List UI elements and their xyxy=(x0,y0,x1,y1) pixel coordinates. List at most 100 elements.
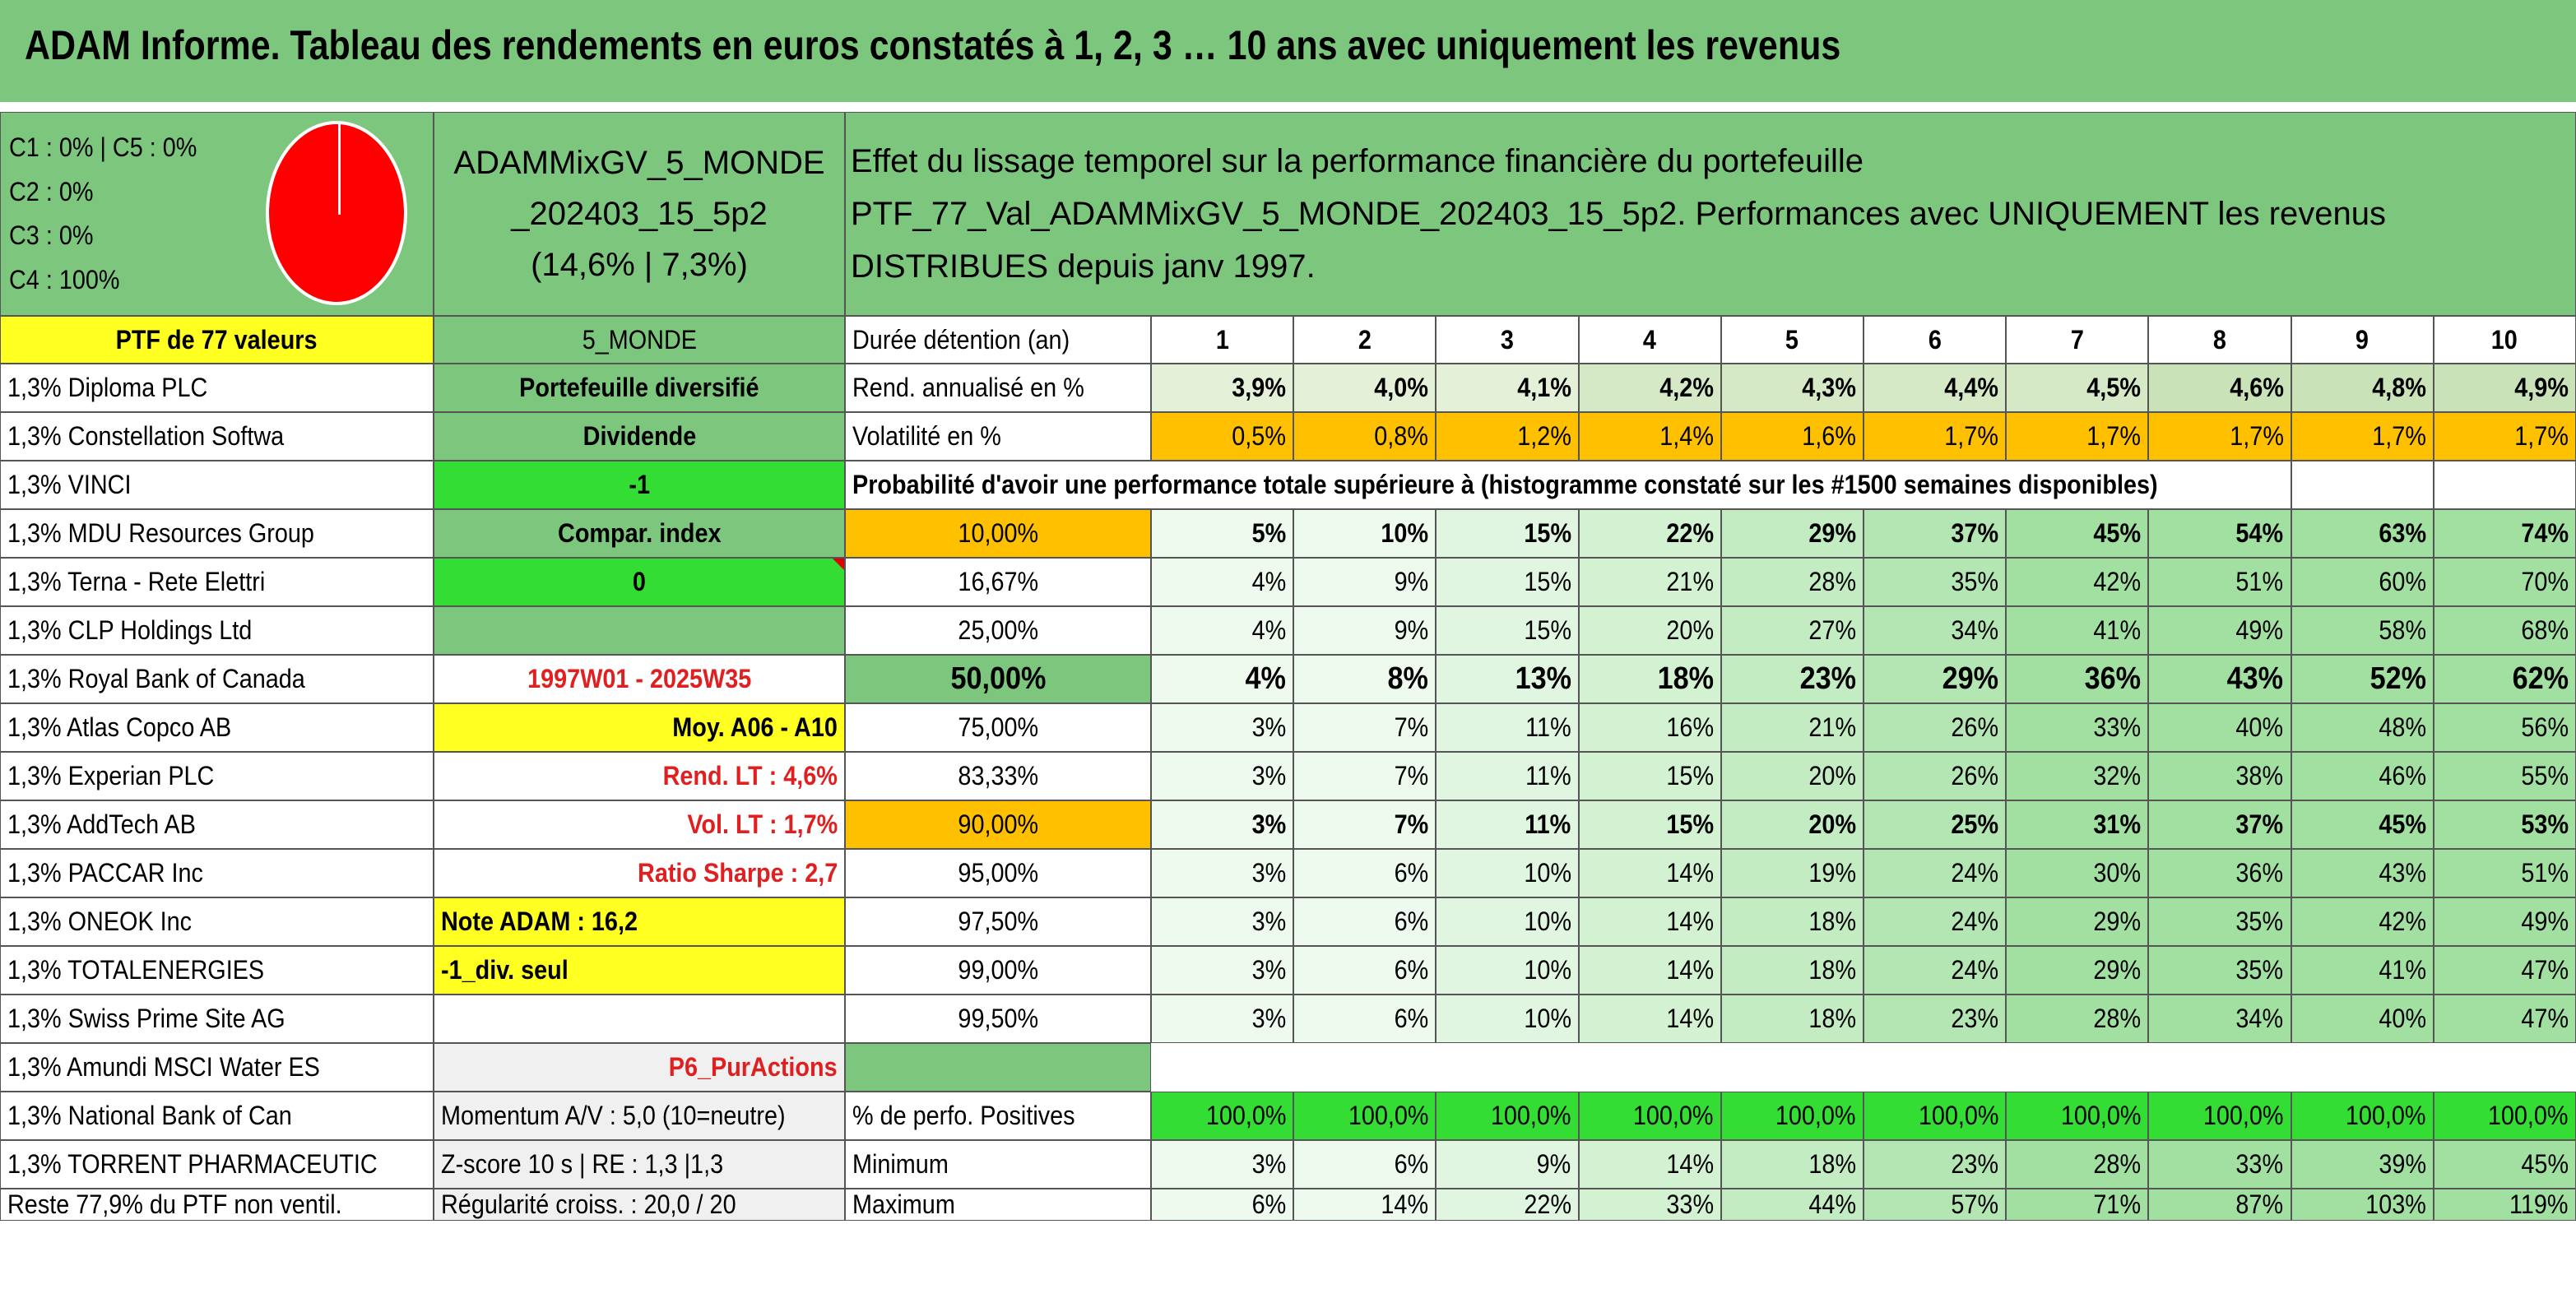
vol-value-text: 1,7% xyxy=(2514,421,2569,451)
prob-value: 24% xyxy=(1863,946,2007,995)
prob-value: 30% xyxy=(2006,849,2149,897)
side-info-cell-text: 0 xyxy=(632,567,647,596)
max-value: 103% xyxy=(2291,1189,2434,1221)
pos-value: 100,0% xyxy=(1863,1092,2007,1140)
prob-value: 33% xyxy=(2006,703,2149,752)
side-info-cell[interactable]: Momentum A/V : 5,0 (10=neutre) xyxy=(434,1092,845,1140)
side-info-cell[interactable]: Dividende xyxy=(434,412,845,461)
holding-item[interactable]: 1,3% TORRENT PHARMACEUTIC xyxy=(0,1140,434,1189)
prob-value: 42% xyxy=(2291,897,2434,946)
prob-value-text: 14% xyxy=(1666,955,1714,985)
prob-threshold-text: 16,67% xyxy=(958,567,1038,596)
prob-threshold-text: 50,00% xyxy=(949,661,1046,696)
prob-value: 40% xyxy=(2148,703,2291,752)
prob-value-text: 15% xyxy=(1523,615,1571,645)
holding-item[interactable]: 1,3% Constellation Softwa xyxy=(0,412,434,461)
side-info-cell[interactable]: 1997W01 - 2025W35 xyxy=(434,655,845,703)
side-info-cell[interactable]: -1_div. seul xyxy=(434,946,845,995)
side-info-cell[interactable]: Z-score 10 s | RE : 1,3 |1,3 xyxy=(434,1140,845,1189)
prob-value: 16% xyxy=(1578,703,1721,752)
prob-value: 9% xyxy=(1293,558,1437,606)
side-info-cell[interactable]: Note ADAM : 16,2 xyxy=(434,897,845,946)
prob-value-text: 25% xyxy=(1951,809,1999,839)
prob-value-text: 33% xyxy=(2093,712,2142,742)
holding-item[interactable]: 1,3% Diploma PLC xyxy=(0,364,434,412)
side-info-cell[interactable]: Rend. LT : 4,6% xyxy=(434,752,845,800)
holding-item[interactable]: 1,3% PACCAR Inc xyxy=(0,849,434,897)
max-value-text: 103% xyxy=(2365,1189,2426,1219)
holding-item[interactable]: 1,3% Experian PLC xyxy=(0,752,434,800)
description-cell[interactable]: Effet du lissage temporel sur la perform… xyxy=(845,112,2576,316)
vol-value: 1,7% xyxy=(2148,412,2291,461)
holding-item[interactable]: 1,3% Atlas Copco AB xyxy=(0,703,434,752)
prob-value-text: 9% xyxy=(1394,567,1429,596)
holding-item[interactable]: 1,3% ONEOK Inc xyxy=(0,897,434,946)
side-info-cell-text: -1 xyxy=(629,470,650,499)
side-info-cell[interactable]: P6_PurActions xyxy=(434,1043,845,1092)
side-info-cell[interactable]: Moy. A06 - A10 xyxy=(434,703,845,752)
prob-value: 24% xyxy=(1863,849,2007,897)
prob-value: 6% xyxy=(1293,946,1437,995)
prob-threshold: 25,00% xyxy=(845,606,1151,655)
prob-value: 7% xyxy=(1293,703,1437,752)
prob-value: 35% xyxy=(1863,558,2007,606)
prob-value-text: 10% xyxy=(1381,518,1429,548)
prob-value: 36% xyxy=(2148,849,2291,897)
prob-value: 29% xyxy=(2006,897,2149,946)
holding-item[interactable]: 1,3% Terna - Rete Elettri xyxy=(0,558,434,606)
max-value-text: 33% xyxy=(1666,1189,1714,1219)
holding-item[interactable]: 1,3% Amundi MSCI Water ES xyxy=(0,1043,434,1092)
prob-value-text: 10% xyxy=(1523,1004,1571,1033)
min-value-text: 23% xyxy=(1951,1149,1999,1179)
rend-value: 4,4% xyxy=(1863,364,2007,412)
prob-value-text: 9% xyxy=(1394,615,1429,645)
prob-value: 11% xyxy=(1436,703,1579,752)
prob-value: 7% xyxy=(1293,752,1437,800)
min-value: 45% xyxy=(2433,1140,2576,1189)
prob-threshold-text: 90,00% xyxy=(958,809,1038,839)
holding-item[interactable]: 1,3% CLP Holdings Ltd xyxy=(0,606,434,655)
prob-threshold-text: 97,50% xyxy=(958,906,1038,936)
prob-value-text: 3% xyxy=(1251,809,1287,839)
side-info-cell[interactable]: -1 xyxy=(434,461,845,509)
holding-item-text: 1,3% ONEOK Inc xyxy=(7,906,193,936)
prob-value-text: 4% xyxy=(1251,615,1287,645)
holding-item[interactable]: 1,3% AddTech AB xyxy=(0,800,434,849)
holding-item[interactable]: 1,3% MDU Resources Group xyxy=(0,509,434,558)
pos-value: 100,0% xyxy=(2291,1092,2434,1140)
holding-item[interactable]: 1,3% National Bank of Can xyxy=(0,1092,434,1140)
side-info-cell[interactable]: Ratio Sharpe : 2,7 xyxy=(434,849,845,897)
prob-value: 68% xyxy=(2433,606,2576,655)
pos-value: 100,0% xyxy=(1436,1092,1579,1140)
year-header: 8 xyxy=(2148,316,2291,364)
prob-value-text: 43% xyxy=(2379,858,2426,888)
side-info-cell[interactable]: Portefeuille diversifié xyxy=(434,364,845,412)
min-value-text: 6% xyxy=(1394,1149,1429,1179)
holding-item[interactable]: Reste 77,9% du PTF non ventil. xyxy=(0,1189,434,1221)
max-value: 44% xyxy=(1720,1189,1864,1221)
prob-value: 11% xyxy=(1436,800,1579,849)
holding-item[interactable]: 1,3% TOTALENERGIES xyxy=(0,946,434,995)
holding-item[interactable]: 1,3% VINCI xyxy=(0,461,434,509)
prob-value: 14% xyxy=(1578,897,1721,946)
side-info-cell[interactable]: Vol. LT : 1,7% xyxy=(434,800,845,849)
prob-value: 23% xyxy=(1720,655,1864,703)
holding-item[interactable]: 1,3% Swiss Prime Site AG xyxy=(0,995,434,1043)
year-header: 9 xyxy=(2291,316,2434,364)
prob-value: 26% xyxy=(1863,703,2007,752)
holding-item-text: 1,3% Swiss Prime Site AG xyxy=(7,1004,285,1033)
side-info-cell[interactable]: Régularité croiss. : 20,0 / 20 xyxy=(434,1189,845,1221)
prob-value-text: 43% xyxy=(2227,661,2284,696)
prob-value: 42% xyxy=(2006,558,2149,606)
portfolio-code-cell[interactable]: ADAMMixGV_5_MONDE_202403_15_5p2 (14,6% |… xyxy=(434,112,845,316)
prob-threshold-text: 25,00% xyxy=(958,615,1038,645)
allocation-line: C1 : 0% | C5 : 0% xyxy=(9,132,197,163)
side-info-cell[interactable]: 0 xyxy=(434,558,845,606)
side-info-cell[interactable]: 5_MONDE xyxy=(434,316,845,364)
side-info-cell-text: Momentum A/V : 5,0 (10=neutre) xyxy=(441,1101,786,1130)
year-header-text: 10 xyxy=(2491,324,2518,355)
vol-value-text: 1,2% xyxy=(1516,421,1571,451)
side-info-cell[interactable]: Compar. index xyxy=(434,509,845,558)
prob-value: 49% xyxy=(2148,606,2291,655)
holding-item[interactable]: 1,3% Royal Bank of Canada xyxy=(0,655,434,703)
